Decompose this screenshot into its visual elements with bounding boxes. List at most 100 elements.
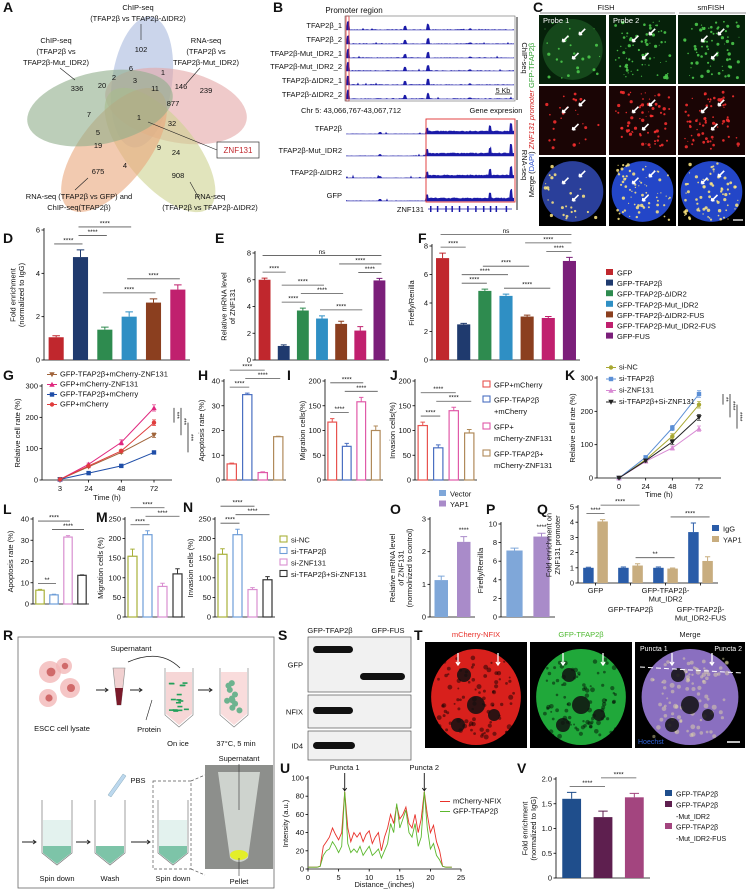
- arrow-icon: [648, 170, 656, 178]
- legend-v: GFP-TFAP2β GFP-TFAP2β -Mut_IDR2 GFP-TFAP2β -…: [665, 790, 727, 843]
- arrow-down-icon: [560, 653, 566, 667]
- fish-spot: [695, 61, 699, 65]
- significance-label: ****: [269, 266, 280, 273]
- fish-spot: [570, 206, 573, 209]
- bar: [478, 290, 492, 360]
- fish-spot: [696, 53, 700, 57]
- x-axis-label: Distance_(inches): [354, 880, 415, 889]
- texture-spot: [470, 655, 476, 661]
- fish-spot: [641, 168, 645, 171]
- significance-label: ****: [124, 286, 135, 293]
- fish-spot: [663, 204, 666, 207]
- texture-spot: [689, 733, 694, 738]
- fish-spot: [685, 103, 688, 107]
- pellet-fill: [43, 846, 71, 864]
- texture-spot: [722, 657, 725, 660]
- y-tick-label: 6: [36, 226, 40, 235]
- fish-spot: [700, 55, 703, 58]
- error-bar: [599, 519, 606, 522]
- fish-spot: [626, 32, 629, 35]
- bar: [583, 567, 594, 583]
- texture-spot: [483, 664, 489, 670]
- texture-spot: [575, 675, 579, 678]
- texture-spot: [603, 670, 606, 674]
- zoom-box: [152, 780, 192, 870]
- fish-spot: [731, 41, 735, 46]
- error-bar: [466, 429, 472, 433]
- significance-label: ****: [157, 510, 168, 517]
- fish-spot: [725, 209, 728, 212]
- texture-spot: [601, 705, 606, 710]
- puncta-label: Puncta 2: [409, 763, 439, 772]
- spin-tube-2: [157, 800, 189, 866]
- arrow-icon: [571, 194, 580, 202]
- fish-spot: [547, 52, 551, 56]
- fish-spot: [709, 65, 712, 67]
- significance-label: ****: [356, 385, 367, 392]
- texture-spot: [503, 660, 506, 663]
- chart-u: 0 20 40 60 80 100 Intensity (a.u.) 0 5 10 15 20 25 Di…: [281, 763, 501, 889]
- panel-letter: Q: [537, 501, 548, 517]
- y-tick-label: 200: [198, 534, 211, 543]
- legend-q: IgG YAP1: [712, 525, 742, 545]
- panel-letter: I: [287, 367, 291, 383]
- nucleolus: [467, 696, 485, 714]
- fish-spot: [704, 121, 707, 124]
- venn-set-label: ChIP-seq(TFAP2β): [47, 203, 111, 212]
- fish-spot: [569, 44, 572, 47]
- panel-letter: T: [414, 627, 423, 643]
- legend-swatch: [665, 801, 672, 807]
- legend-item: GFP-TFAP2β-ΔIDR2: [617, 290, 687, 299]
- texture-spot: [661, 706, 667, 711]
- fish-header: FISH: [597, 3, 614, 12]
- fish-spot: [655, 210, 659, 214]
- arrow-icon: [717, 170, 725, 178]
- bar: [541, 317, 555, 360]
- micrograph: [425, 642, 527, 748]
- significance-label: ****: [459, 527, 470, 534]
- texture-spot: [552, 681, 556, 685]
- fish-spot: [698, 210, 701, 212]
- panel-letter: E: [215, 230, 224, 246]
- schematic-label: Pellet: [230, 877, 250, 886]
- significance-label: ****: [342, 376, 353, 383]
- arrow-down-icon: [709, 653, 715, 667]
- fish-spot: [702, 140, 706, 144]
- scale-label: 5 Kb: [496, 88, 511, 95]
- series-path: [308, 791, 452, 868]
- significance-label: **: [44, 577, 50, 584]
- fish-spot: [720, 190, 723, 193]
- y-tick-label: 2: [424, 327, 428, 336]
- puncta-label: Puncta 1: [330, 763, 360, 772]
- fish-spot: [709, 140, 712, 143]
- fish-spot: [657, 170, 660, 173]
- y-tick-label: 6: [424, 270, 428, 279]
- arrow-icon: [700, 35, 709, 43]
- legend-item-continued: mCherry-ZNF131: [494, 461, 552, 470]
- fish-spot: [548, 174, 551, 177]
- texture-spot: [443, 709, 448, 714]
- tube-37c: [219, 668, 249, 728]
- fish-spot: [616, 208, 619, 212]
- error-bar: [620, 566, 627, 568]
- fish-spot: [547, 199, 549, 201]
- fish-spot: [634, 191, 637, 194]
- significance-label: ***: [180, 418, 186, 426]
- fish-spot: [654, 95, 656, 97]
- texture-spot: [610, 686, 615, 691]
- fish-spot: [629, 100, 633, 104]
- significance-label: ****: [234, 381, 245, 388]
- texture-spot: [596, 720, 601, 726]
- bar: [520, 316, 534, 360]
- fish-spot: [622, 176, 625, 178]
- arrow-icon: [700, 177, 709, 185]
- error-bar: [250, 587, 255, 590]
- texture-spot: [691, 732, 696, 737]
- line-profile-path: [639, 666, 743, 674]
- texture-spot: [545, 679, 549, 682]
- significance-label: ****: [449, 395, 460, 402]
- bar: [457, 541, 471, 617]
- legend-item: si-TFAP2β+Si-ZNF131: [291, 570, 367, 579]
- x-tick-label: 72: [150, 484, 158, 493]
